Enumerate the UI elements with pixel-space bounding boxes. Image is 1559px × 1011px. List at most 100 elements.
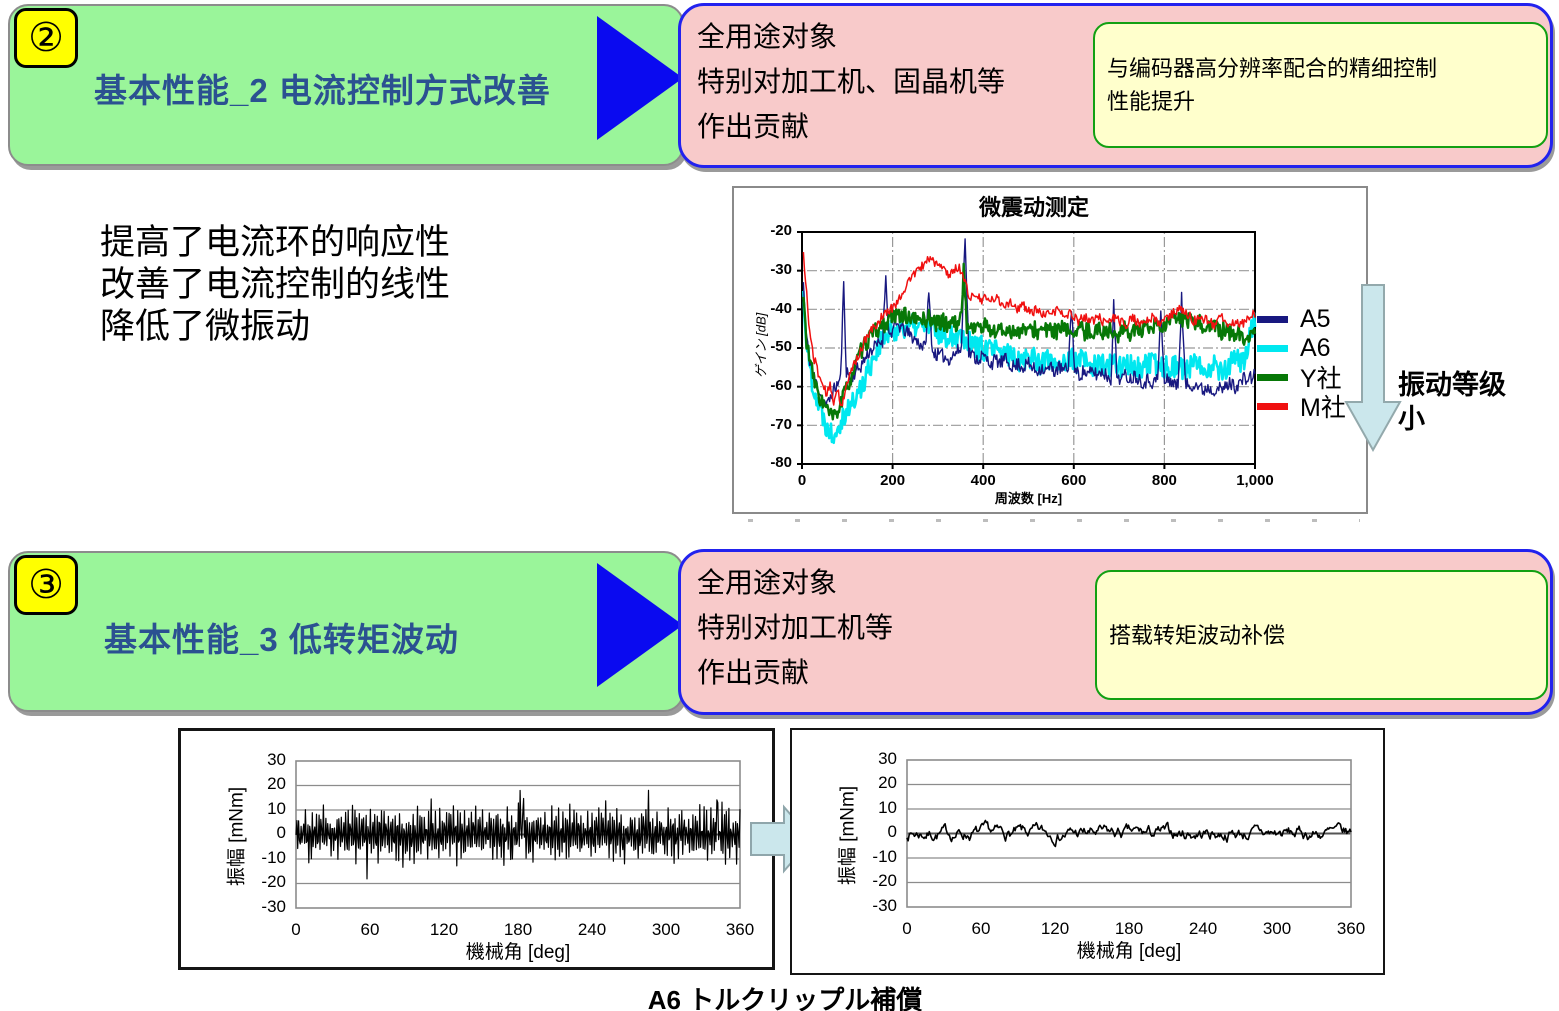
description-line: 降低了微振动 xyxy=(100,307,311,346)
y-tick-label: -20 xyxy=(872,871,897,891)
series-A5 xyxy=(802,238,1256,407)
series-转矩波动(补偿前) xyxy=(295,789,741,880)
y-axis-label: 振幅 [mNm] xyxy=(226,786,248,886)
section3-note-box: 搭载转矩波动补偿 xyxy=(1095,570,1548,700)
y-tick-label: 20 xyxy=(267,774,286,794)
y-axis-label: ゲイン [dB] xyxy=(753,312,769,379)
section2-target-line: 作出贡献 xyxy=(697,111,810,142)
section3-note-line: 搭载转矩波动补偿 xyxy=(1109,622,1286,648)
x-tick-label: 1,000 xyxy=(1236,472,1274,489)
vibration-level-label: 振动等级 小 xyxy=(1398,368,1506,436)
x-tick-label: 400 xyxy=(970,472,996,489)
x-tick-label: 300 xyxy=(651,920,681,939)
y-tick-label: -20 xyxy=(261,872,286,892)
y-tick-label: -30 xyxy=(261,896,286,916)
section2-arrow-icon xyxy=(597,16,683,140)
legend-label: A5 xyxy=(1300,304,1331,333)
legend-label: Y社 xyxy=(1300,365,1342,393)
y-tick-label: -60 xyxy=(770,376,792,394)
y-tick-label: 0 xyxy=(887,822,897,842)
series-Y社 xyxy=(802,262,1257,421)
torque-before-chart: 0 60 120 180 240 300 360 30 20 10 0 -10 -20 -30 機械角 [d… xyxy=(178,728,775,970)
vibration-level-label-line: 小 xyxy=(1398,404,1425,434)
section3-badge: ③ xyxy=(14,555,78,615)
x-tick-label: 180 xyxy=(1114,919,1144,938)
y-tick-label: -30 xyxy=(770,260,792,278)
x-tick-label: 60 xyxy=(971,919,991,938)
legend-item: Y社 xyxy=(1257,363,1342,393)
x-axis-label: 周波数 [Hz] xyxy=(994,491,1063,506)
legend-swatch-icon xyxy=(1257,373,1288,381)
description-line: 改善了电流控制的线性 xyxy=(100,265,451,304)
vibration-title: 微震动测定 xyxy=(978,195,1089,220)
y-tick-label: 30 xyxy=(878,748,897,768)
section2-title: 基本性能_2 电流控制方式改善 xyxy=(94,72,551,109)
legend-item: A6 xyxy=(1257,334,1331,362)
x-tick-label: 200 xyxy=(880,472,906,489)
section2-header-box: ② 基本性能_2 电流控制方式改善 xyxy=(8,4,684,166)
section2-badge: ② xyxy=(14,8,78,68)
bottom-caption: A6 トルクリップル補償 xyxy=(647,985,923,1011)
x-tick-label: 800 xyxy=(1151,472,1177,489)
y-tick-label: -10 xyxy=(872,846,897,866)
x-axis-label: 機械角 [deg] xyxy=(465,942,571,963)
section2-target-line: 特别对加工机、固晶机等 xyxy=(697,66,1006,97)
section3-target-line: 全用途对象 xyxy=(697,567,838,598)
description-text: 提高了电流环的响应性 改善了电流控制的线性 降低了微振动 xyxy=(100,222,450,348)
x-axis-label: 機械角 [deg] xyxy=(1076,941,1182,962)
section2-note-line: 与编码器高分辨率配合的精细控制 xyxy=(1107,56,1438,81)
y-tick-label: 0 xyxy=(276,823,286,843)
x-tick-label: 360 xyxy=(1336,919,1366,938)
x-tick-label: 600 xyxy=(1061,472,1087,489)
description-line: 提高了电流环的响应性 xyxy=(100,223,451,262)
vibration-chart: 微震动测定 0 200 400 600 800 1,000 -20 -30 -40 -50 -60 -7… xyxy=(732,186,1368,514)
y-tick-label: 30 xyxy=(267,749,286,769)
y-tick-label: -70 xyxy=(770,415,792,433)
vibration-plot xyxy=(797,231,1257,469)
y-tick-label: 10 xyxy=(267,798,286,818)
y-tick-label: -30 xyxy=(872,895,897,915)
x-tick-label: 60 xyxy=(360,920,380,939)
series-M社 xyxy=(802,252,1256,407)
section3-title: 基本性能_3 低转矩波动 xyxy=(104,621,459,658)
vibration-level-label-line: 振动等级 xyxy=(1398,370,1506,400)
legend-swatch-icon xyxy=(1257,315,1288,323)
x-tick-label: 360 xyxy=(725,920,755,939)
x-tick-label: 0 xyxy=(797,472,807,489)
legend-label: A6 xyxy=(1300,333,1331,362)
plot-frame xyxy=(906,759,1352,908)
legend-label: M社 xyxy=(1300,394,1346,422)
x-tick-label: 240 xyxy=(1188,919,1218,938)
legend-item: A5 xyxy=(1257,305,1331,333)
y-tick-label: -10 xyxy=(261,847,286,867)
y-tick-label: -40 xyxy=(770,299,792,317)
y-tick-label: 20 xyxy=(878,773,897,793)
torque-after-chart: 0 60 120 180 240 300 360 30 20 10 0 -10 -20 -30 機械角 [d… xyxy=(790,728,1385,975)
x-tick-label: 120 xyxy=(429,920,459,939)
legend-swatch-icon xyxy=(1257,344,1288,352)
section3-target-line: 特别对加工机等 xyxy=(697,612,894,643)
legend-swatch-icon xyxy=(1257,402,1288,410)
x-tick-label: 0 xyxy=(902,919,912,938)
x-tick-label: 180 xyxy=(503,920,533,939)
y-tick-label: -80 xyxy=(770,454,792,472)
y-axis-label: 振幅 [mNm] xyxy=(837,785,859,885)
y-tick-label: -50 xyxy=(770,338,792,356)
series-A6 xyxy=(802,290,1257,445)
y-tick-label: 10 xyxy=(878,797,897,817)
section2-note-line: 性能提升 xyxy=(1107,89,1196,114)
legend-item: M社 xyxy=(1257,392,1346,422)
vibration-level-down-arrow-icon xyxy=(1344,284,1402,453)
section3-arrow-icon xyxy=(597,563,683,687)
section2-note-box: 与编码器高分辨率配合的精细控制 性能提升 xyxy=(1093,22,1548,148)
section2-target-line: 全用途对象 xyxy=(697,21,838,52)
series-转矩波动(补偿后) xyxy=(906,819,1352,848)
x-tick-label: 120 xyxy=(1040,919,1070,938)
section3-target-line: 作出贡献 xyxy=(697,657,810,688)
x-tick-label: 240 xyxy=(577,920,607,939)
x-tick-label: 300 xyxy=(1262,919,1292,938)
section3-header-box: ③ 基本性能_3 低转矩波动 xyxy=(8,551,684,712)
torque_after-plot xyxy=(906,759,1352,908)
y-tick-label: -20 xyxy=(770,222,792,240)
